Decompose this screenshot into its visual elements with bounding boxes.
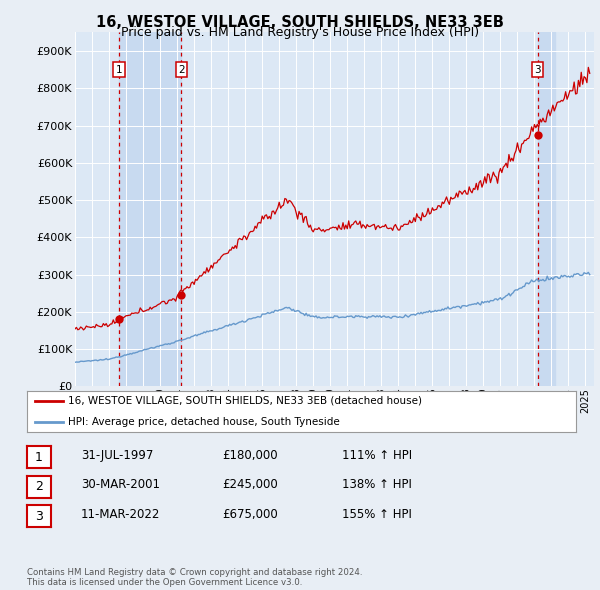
Bar xyxy=(119,32,181,386)
Text: 30-MAR-2001: 30-MAR-2001 xyxy=(81,478,160,491)
Text: 1: 1 xyxy=(116,65,122,74)
Text: 2: 2 xyxy=(178,65,185,74)
Text: 16, WESTOE VILLAGE, SOUTH SHIELDS, NE33 3EB (detached house): 16, WESTOE VILLAGE, SOUTH SHIELDS, NE33 … xyxy=(68,396,422,406)
Text: £675,000: £675,000 xyxy=(222,508,278,521)
Text: 2: 2 xyxy=(35,480,43,493)
Text: 3: 3 xyxy=(535,65,541,74)
Text: 155% ↑ HPI: 155% ↑ HPI xyxy=(342,508,412,521)
Text: 31-JUL-1997: 31-JUL-1997 xyxy=(81,449,154,462)
Text: 16, WESTOE VILLAGE, SOUTH SHIELDS, NE33 3EB: 16, WESTOE VILLAGE, SOUTH SHIELDS, NE33 … xyxy=(96,15,504,30)
Text: HPI: Average price, detached house, South Tyneside: HPI: Average price, detached house, Sout… xyxy=(68,417,340,427)
Text: 11-MAR-2022: 11-MAR-2022 xyxy=(81,508,160,521)
Text: 138% ↑ HPI: 138% ↑ HPI xyxy=(342,478,412,491)
Text: 1: 1 xyxy=(35,451,43,464)
Text: 3: 3 xyxy=(35,510,43,523)
Bar xyxy=(538,32,554,386)
Text: Contains HM Land Registry data © Crown copyright and database right 2024.
This d: Contains HM Land Registry data © Crown c… xyxy=(27,568,362,587)
Text: Price paid vs. HM Land Registry's House Price Index (HPI): Price paid vs. HM Land Registry's House … xyxy=(121,26,479,39)
Text: £245,000: £245,000 xyxy=(222,478,278,491)
Text: £180,000: £180,000 xyxy=(222,449,278,462)
Text: 111% ↑ HPI: 111% ↑ HPI xyxy=(342,449,412,462)
